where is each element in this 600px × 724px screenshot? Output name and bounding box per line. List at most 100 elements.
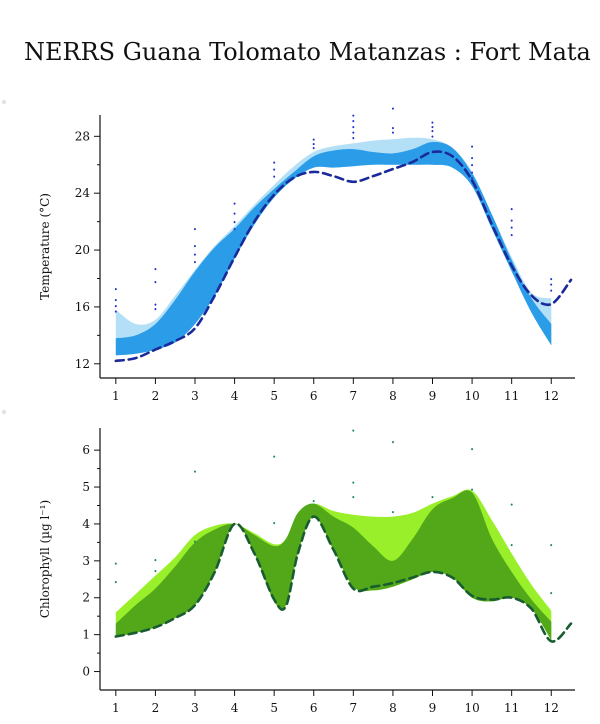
temp-data-point: • (510, 232, 514, 240)
temp-data-point: • (233, 226, 237, 234)
chl-data-point: • (272, 454, 276, 462)
temp-y-tick-label: 28 (75, 129, 90, 143)
temp-data-point: • (233, 211, 237, 219)
temp-data-point: • (470, 155, 474, 163)
temp-x-tick-label: 5 (270, 389, 278, 403)
temp-data-point: • (470, 144, 474, 152)
temp-x-tick-label: 11 (504, 389, 519, 403)
chl-y-tick-label: 6 (82, 443, 90, 457)
chl-x-tick-label: 6 (310, 701, 318, 715)
chl-x-tick-label: 8 (389, 701, 397, 715)
temp-data-point: • (153, 266, 157, 274)
temp-x-tick-label: 3 (191, 389, 199, 403)
chl-x-tick-label: 7 (350, 701, 358, 715)
chl-x-tick-label: 3 (191, 701, 199, 715)
temp-x-tick-label: 8 (389, 389, 397, 403)
chl-x-tick-label: 11 (504, 701, 519, 715)
temp-data-point: • (312, 141, 316, 149)
chl-y-tick-label: 2 (82, 591, 90, 605)
temp-data-point: • (114, 303, 118, 311)
temp-data-point: • (470, 162, 474, 170)
temp-data-point: • (391, 105, 395, 113)
temp-data-point: • (193, 226, 197, 234)
chl-data-point: • (470, 487, 474, 495)
temp-x-tick-label: 2 (152, 389, 160, 403)
temp-data-point: • (351, 112, 355, 120)
temp-data-point: • (312, 145, 316, 153)
scroll-marker (1, 99, 7, 105)
chl-data-point: • (351, 494, 355, 502)
temp-data-point: • (193, 243, 197, 251)
chl-data-point: • (510, 501, 514, 509)
temp-data-point: • (391, 129, 395, 137)
temp-data-point: • (193, 259, 197, 267)
chl-y-tick-label: 1 (82, 628, 90, 642)
chl-x-tick-label: 5 (270, 701, 278, 715)
temp-data-point: • (153, 301, 157, 309)
temp-data-point: • (193, 252, 197, 260)
temp-data-point: • (549, 287, 553, 295)
temp-dark-band (115, 141, 552, 356)
temp-data-point: • (272, 174, 276, 182)
temp-x-tick-label: 1 (112, 389, 120, 403)
temp-data-point: • (470, 169, 474, 177)
chl-data-point: • (351, 479, 355, 487)
temp-data-point: • (430, 128, 434, 136)
chl-data-point: • (193, 538, 197, 546)
temp-data-point: • (312, 137, 316, 145)
chl-data-point: • (391, 439, 395, 447)
temp-x-tick-label: 6 (310, 389, 318, 403)
temp-dashed-line (114, 150, 573, 363)
temp-data-point: • (549, 276, 553, 284)
temperature-panel: ••••••••••••••••••••••••••••••••••••••••… (38, 105, 575, 403)
temp-data-point: • (233, 219, 237, 227)
temp-data-point: • (351, 135, 355, 143)
temp-y-tick-label: 16 (75, 300, 90, 314)
chl-y-tick-label: 3 (82, 554, 90, 568)
chl-x-tick-label: 4 (231, 701, 239, 715)
temp-y-axis-label: Temperature (°C) (38, 193, 52, 300)
chl-dark-band (115, 490, 552, 641)
chl-x-tick-label: 1 (112, 701, 120, 715)
temp-data-point: • (272, 166, 276, 174)
temp-data-point: • (430, 124, 434, 132)
temp-data-point: • (153, 279, 157, 287)
temp-x-tick-label: 4 (231, 389, 239, 403)
temp-data-point: • (272, 159, 276, 167)
temp-x-tick-label: 9 (429, 389, 437, 403)
chl-data-point: • (114, 579, 118, 587)
chl-data-point: • (193, 468, 197, 476)
chl-x-tick-label: 2 (152, 701, 160, 715)
chl-data-point: • (153, 557, 157, 565)
chl-y-tick-label: 4 (82, 517, 90, 531)
temp-x-tick-label: 10 (464, 389, 479, 403)
chl-data-point: • (272, 520, 276, 528)
temp-data-point: • (114, 286, 118, 294)
chl-dashed-line (114, 515, 573, 643)
chl-data-point: • (549, 542, 553, 550)
temp-data-point: • (351, 118, 355, 126)
chl-data-point: • (470, 446, 474, 454)
chl-y-tick-label: 0 (82, 665, 90, 679)
chl-y-tick-label: 5 (82, 480, 90, 494)
chl-data-point: • (549, 590, 553, 598)
temp-data-point: • (430, 120, 434, 128)
chl-data-point: • (391, 509, 395, 517)
chl-x-tick-label: 12 (544, 701, 559, 715)
chl-x-tick-label: 9 (429, 701, 437, 715)
chl-data-point: • (153, 568, 157, 576)
temp-data-point: • (114, 297, 118, 305)
page-title: NERRS Guana Tolomato Matanzas : Fort Mat… (24, 38, 591, 66)
temp-data-point: • (114, 309, 118, 317)
temp-data-point: • (470, 175, 474, 183)
chl-data-point: • (312, 498, 316, 506)
temp-y-tick-label: 12 (75, 357, 90, 371)
temp-data-point: • (430, 134, 434, 142)
temp-data-point: • (233, 201, 237, 209)
temp-y-tick-label: 20 (75, 243, 90, 257)
temp-data-point: • (510, 206, 514, 214)
chl-data-point: • (510, 542, 514, 550)
temp-data-point: • (391, 125, 395, 133)
